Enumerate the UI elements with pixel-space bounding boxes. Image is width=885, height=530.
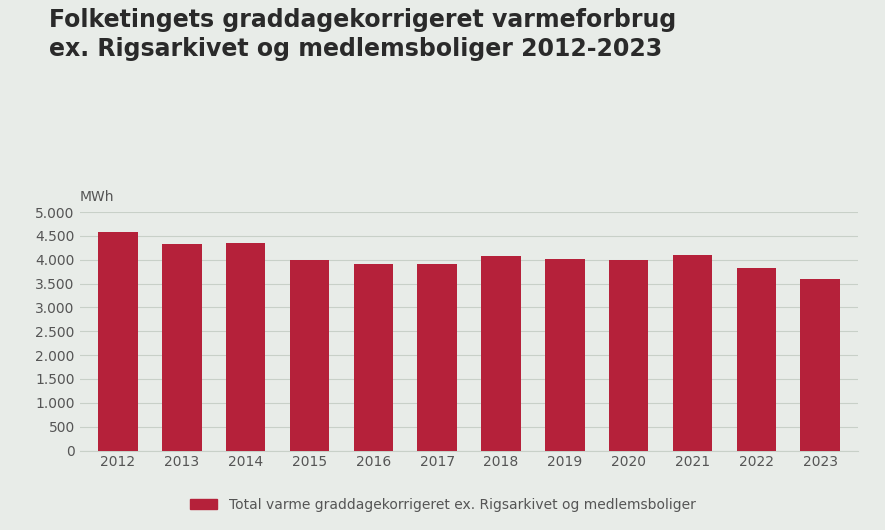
Bar	[736, 268, 776, 450]
Bar	[481, 256, 520, 450]
Bar	[418, 264, 457, 450]
Bar	[673, 255, 712, 450]
Bar	[289, 260, 329, 450]
Bar	[162, 244, 202, 450]
Bar	[226, 243, 266, 450]
Bar	[98, 232, 138, 450]
Bar	[545, 259, 585, 450]
Text: MWh: MWh	[80, 190, 114, 204]
Legend: Total varme graddagekorrigeret ex. Rigsarkivet og medlemsboliger: Total varme graddagekorrigeret ex. Rigsa…	[184, 493, 701, 518]
Bar	[800, 279, 840, 450]
Text: Folketingets graddagekorrigeret varmeforbrug
ex. Rigsarkivet og medlemsboliger 2: Folketingets graddagekorrigeret varmefor…	[49, 8, 676, 61]
Bar	[353, 264, 393, 450]
Bar	[609, 260, 649, 450]
